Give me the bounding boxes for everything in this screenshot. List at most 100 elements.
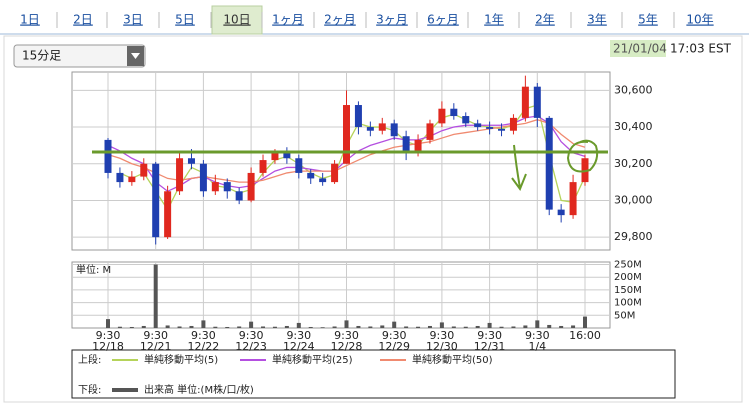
bar — [380, 325, 385, 328]
bar — [320, 327, 325, 328]
plot-area — [71, 261, 611, 329]
y-tick-label: 30,000 — [614, 193, 653, 206]
x-tick-label-line: 9:30 — [96, 329, 121, 342]
candle-body — [104, 139, 112, 173]
tab-selected-bg — [211, 5, 263, 35]
x-tick-label: 9:30 12/23 — [235, 329, 267, 353]
x-tick-label: 9:30 12/31 — [474, 329, 506, 353]
candle-body — [509, 117, 517, 131]
bar — [296, 322, 301, 328]
x-tick-label-line: 12/28 — [331, 340, 363, 353]
bar — [189, 325, 194, 328]
candle-body — [569, 182, 577, 216]
bar — [499, 326, 504, 328]
tab[interactable]: 2日 — [73, 13, 93, 27]
x-tick-label: 9:30 12/18 — [92, 329, 124, 353]
dropdown-box[interactable] — [13, 44, 146, 68]
tab[interactable]: 5日 — [175, 13, 195, 27]
tab[interactable]: 3日 — [123, 13, 143, 27]
x-tick-label: 16:00 — [569, 329, 601, 342]
tab-bar: 1日 2日 3日 5日 10日 1ヶ月 2ヶ月 3ヶ月 6ヶ月 1年 2年 3年 5年 10年 — [20, 5, 714, 35]
candle-body — [152, 163, 160, 238]
candle-body — [390, 123, 398, 137]
y-tick-label: 150M — [614, 285, 642, 296]
bar — [117, 326, 122, 328]
x-tick-label: 9:30 12/30 — [426, 329, 458, 353]
bar — [356, 325, 361, 328]
candle-body — [521, 86, 529, 118]
x-tick-label-line: 12/18 — [92, 340, 124, 353]
tab[interactable]: 10日 — [223, 13, 250, 27]
y-tick-label: 30,400 — [614, 120, 653, 133]
x-tick-label-line: 1/4 — [528, 340, 546, 353]
tab[interactable]: 10年 — [686, 13, 713, 27]
bar — [284, 325, 289, 328]
candle-body — [164, 191, 172, 238]
tab[interactable]: 3年 — [587, 13, 607, 27]
candle-body — [331, 163, 339, 183]
tab[interactable]: 1ヶ月 — [272, 13, 304, 27]
x-tick-label-line: 12/21 — [140, 340, 172, 353]
bar — [141, 325, 146, 328]
x-tick-label-line: 9:30 — [286, 329, 311, 342]
bar — [511, 326, 516, 328]
x-tick-label: 9:30 12/22 — [188, 329, 220, 353]
legend-upper-label: 上段: — [78, 353, 101, 366]
ma-line — [107, 119, 586, 183]
candle-body — [474, 123, 482, 128]
bar — [153, 264, 158, 328]
dropdown-label[interactable]: 15分足 — [22, 49, 61, 63]
candle-body — [354, 105, 362, 128]
bar — [261, 326, 266, 328]
candle-body — [343, 105, 350, 164]
bar — [559, 325, 564, 328]
candle-body — [545, 117, 553, 210]
time: 17:03 EST — [670, 42, 732, 56]
drawn-circle — [566, 139, 599, 173]
x-tick-label-line: 12/29 — [378, 340, 410, 353]
candle-body — [140, 163, 148, 177]
drawn-arrow — [511, 144, 527, 192]
tab[interactable]: 1日 — [20, 13, 40, 27]
bar — [475, 325, 480, 328]
y-tick-label: 100M — [614, 298, 642, 309]
bar — [201, 320, 206, 328]
x-tick-label-line: 9:30 — [430, 329, 455, 342]
bar — [213, 326, 218, 328]
candle-body — [128, 176, 136, 183]
dropdown[interactable]: 15分足 — [13, 44, 146, 68]
tab[interactable]: 3ヶ月 — [376, 13, 408, 27]
date: 21/01/04 — [613, 42, 667, 56]
bar — [427, 325, 432, 328]
candle-body — [176, 158, 184, 192]
x-tick-label-line: 9:30 — [477, 329, 502, 342]
tab[interactable]: 5年 — [638, 13, 658, 27]
bar — [332, 326, 337, 328]
tab[interactable]: 2ヶ月 — [324, 13, 356, 27]
tab[interactable]: 2年 — [535, 13, 555, 27]
bar — [547, 324, 552, 328]
tab[interactable]: 6ヶ月 — [427, 13, 459, 27]
legend-label: 出来高 単位:(M株/口/枚) — [144, 383, 254, 396]
bar — [416, 326, 421, 328]
bar — [225, 326, 230, 328]
x-tick-label-line: 12/31 — [474, 340, 506, 353]
x-tick-label-line: 9:30 — [239, 329, 264, 342]
plot-area — [71, 71, 611, 251]
unit-label: 単位: M — [76, 263, 111, 276]
candle-body — [438, 108, 446, 124]
y-tick-label: 250M — [614, 260, 642, 271]
bar — [344, 320, 349, 328]
candle-body — [199, 163, 207, 192]
tab[interactable]: 1年 — [484, 13, 504, 27]
y-tick-label: 29,800 — [614, 230, 653, 243]
candle-body — [319, 178, 327, 183]
bar — [106, 319, 110, 328]
bar — [451, 326, 456, 328]
ma-line — [119, 104, 586, 211]
x-tick-label: 9:30 12/29 — [378, 329, 410, 353]
x-tick-label-line: 9:30 — [334, 329, 359, 342]
candle-body — [402, 136, 410, 153]
bar — [368, 326, 373, 328]
bar — [177, 326, 182, 328]
